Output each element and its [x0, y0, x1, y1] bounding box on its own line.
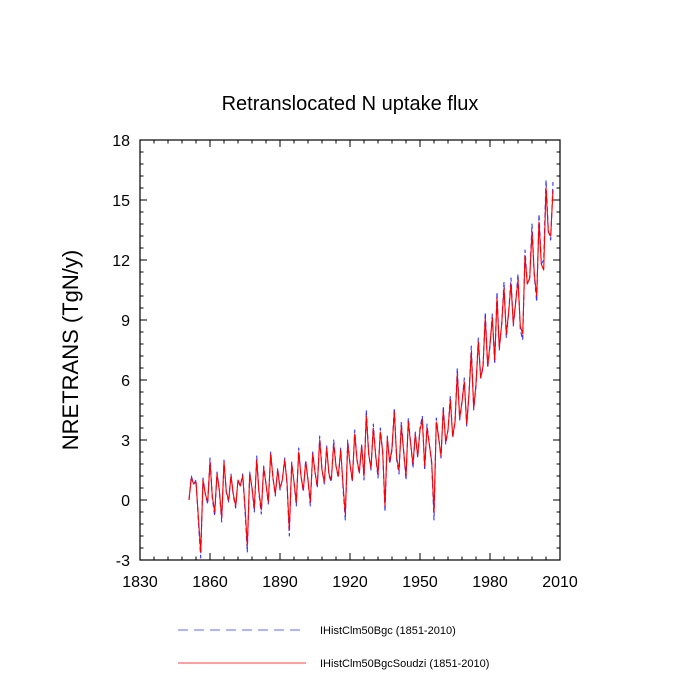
x-tick-label: 1860 [192, 574, 228, 591]
series-line-1 [189, 180, 553, 558]
x-tick-label: 1890 [262, 574, 298, 591]
y-tick-label: 0 [121, 493, 130, 510]
legend: IHistClm50Bgc (1851-2010) IHistClm50BgcSo… [178, 625, 489, 670]
y-tick-label: -3 [116, 553, 130, 570]
x-tick-label: 2010 [542, 574, 578, 591]
series-lines [189, 180, 553, 558]
x-tick-label: 1980 [472, 574, 508, 591]
y-axis-label: NRETRANS (TgN/y) [58, 250, 83, 450]
y-tick-label: 3 [121, 433, 130, 450]
x-tick-label: 1830 [122, 574, 158, 591]
legend-label-1: IHistClm50Bgc (1851-2010) [320, 625, 456, 637]
x-tick-label: 1920 [332, 574, 368, 591]
y-tick-label: 6 [121, 373, 130, 390]
axis-ticks: 1830 1860 1890 1920 1950 1980 2010 -3 0 3 6 9 12 15 18 [112, 133, 578, 591]
y-tick-label: 12 [112, 253, 130, 270]
y-tick-label: 15 [112, 193, 130, 210]
x-tick-label: 1950 [402, 574, 438, 591]
y-tick-label: 9 [121, 313, 130, 330]
legend-label-2: IHistClm50BgcSoudzi (1851-2010) [320, 658, 489, 670]
chart-title: Retranslocated N uptake flux [222, 93, 479, 115]
series-line-2 [189, 188, 553, 552]
y-tick-label: 18 [112, 133, 130, 150]
